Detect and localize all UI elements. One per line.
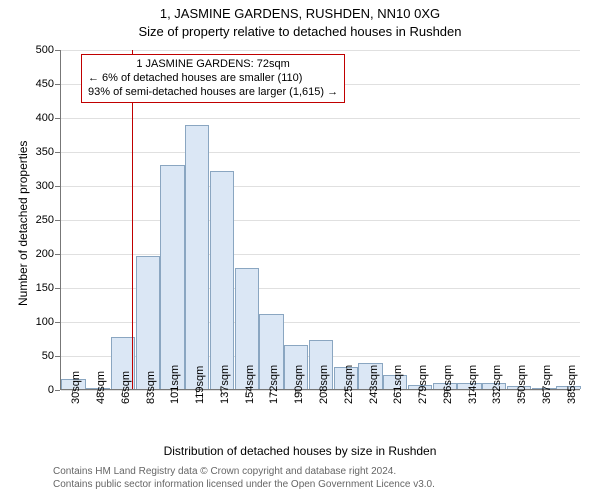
- gridline: [61, 50, 580, 51]
- gridline: [61, 186, 580, 187]
- ytick-label: 250: [26, 214, 54, 226]
- annotation-line1: 1 JASMINE GARDENS: 72sqm: [88, 58, 338, 72]
- attribution-line1: Contains HM Land Registry data © Crown c…: [53, 465, 435, 478]
- annotation-box: 1 JASMINE GARDENS: 72sqm ← 6% of detache…: [81, 54, 345, 103]
- ytick-label: 350: [26, 146, 54, 158]
- histogram-bar: [210, 171, 234, 389]
- ytick-mark: [55, 186, 60, 187]
- histogram-bar: [185, 125, 209, 389]
- histogram-bar: [160, 165, 184, 389]
- ytick-mark: [55, 390, 60, 391]
- attribution-line2: Contains public sector information licen…: [53, 478, 435, 491]
- ytick-label: 0: [26, 384, 54, 396]
- ytick-mark: [55, 50, 60, 51]
- ytick-mark: [55, 288, 60, 289]
- gridline: [61, 220, 580, 221]
- ytick-mark: [55, 254, 60, 255]
- x-axis-label: Distribution of detached houses by size …: [0, 444, 600, 458]
- ytick-mark: [55, 322, 60, 323]
- ytick-label: 50: [26, 350, 54, 362]
- page-title-line2: Size of property relative to detached ho…: [0, 24, 600, 39]
- gridline: [61, 254, 580, 255]
- ytick-label: 150: [26, 282, 54, 294]
- ytick-mark: [55, 220, 60, 221]
- annotation-line3: 93% of semi-detached houses are larger (…: [88, 86, 338, 100]
- ytick-label: 300: [26, 180, 54, 192]
- histogram-bar: [136, 256, 160, 389]
- ytick-mark: [55, 84, 60, 85]
- ytick-mark: [55, 118, 60, 119]
- ytick-mark: [55, 356, 60, 357]
- gridline: [61, 152, 580, 153]
- ytick-label: 200: [26, 248, 54, 260]
- page-title-line1: 1, JASMINE GARDENS, RUSHDEN, NN10 0XG: [0, 6, 600, 21]
- ytick-mark: [55, 152, 60, 153]
- ytick-label: 100: [26, 316, 54, 328]
- ytick-label: 400: [26, 112, 54, 124]
- gridline: [61, 118, 580, 119]
- ytick-label: 450: [26, 78, 54, 90]
- annotation-line2: ← 6% of detached houses are smaller (110…: [88, 72, 338, 86]
- attribution-text: Contains HM Land Registry data © Crown c…: [53, 465, 435, 491]
- ytick-label: 500: [26, 44, 54, 56]
